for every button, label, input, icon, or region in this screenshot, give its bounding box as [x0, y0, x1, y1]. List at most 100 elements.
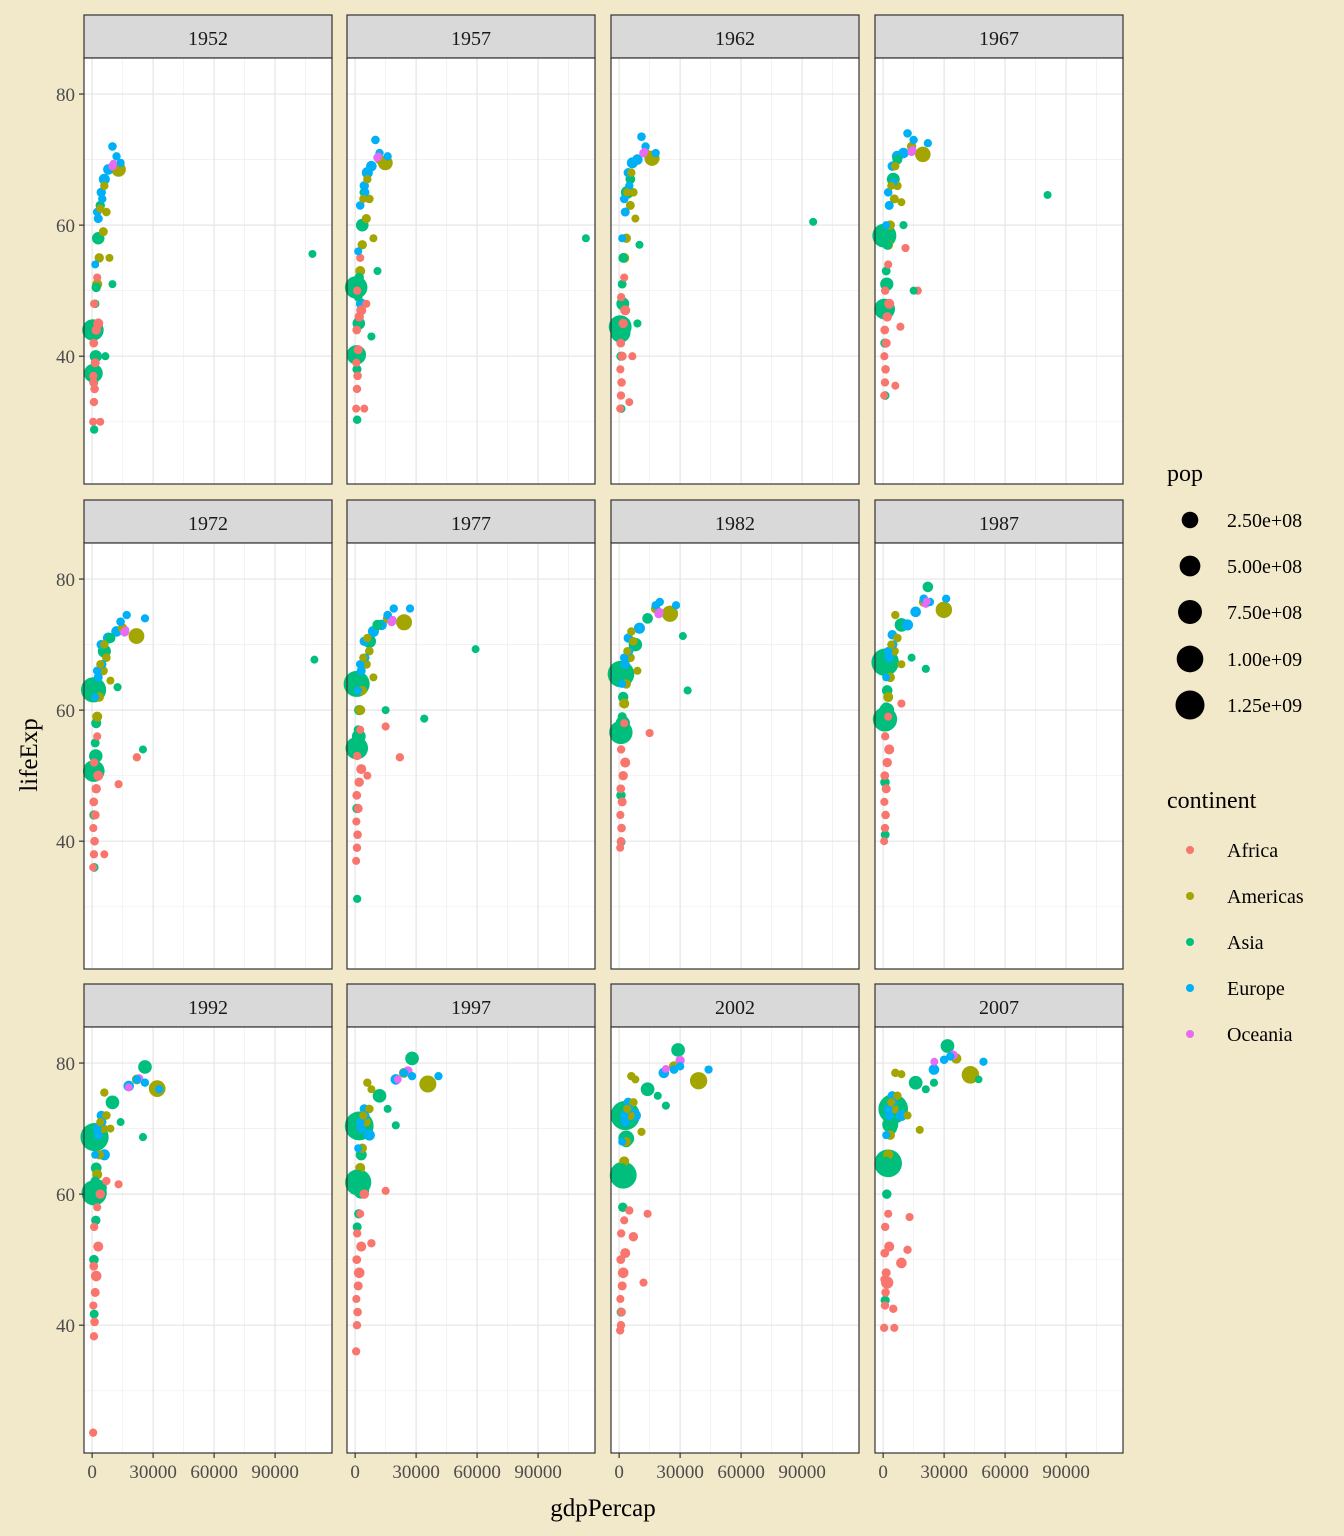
data-point-europe [399, 1068, 409, 1078]
data-point-asia [618, 253, 629, 263]
data-point-americas [105, 253, 114, 262]
x-tick-label: 60000 [981, 1462, 1029, 1483]
data-point-europe [901, 619, 914, 631]
data-point-oceania [640, 147, 649, 156]
data-point-africa [639, 1278, 648, 1287]
data-point-americas [883, 691, 894, 703]
data-point-europe [355, 659, 365, 669]
data-point-europe [122, 610, 131, 620]
data-point-americas [623, 647, 632, 656]
x-tick-label: 90000 [778, 1462, 826, 1483]
data-point-asia [310, 655, 319, 664]
data-point-asia [105, 632, 116, 644]
data-point-americas [627, 627, 636, 636]
data-point-asia [809, 217, 818, 226]
data-point-americas [98, 227, 108, 237]
data-point-europe [355, 1117, 365, 1127]
data-point-africa [89, 378, 98, 387]
facet-panel-1992: 1992 [80, 983, 333, 1454]
data-point-africa [628, 352, 637, 361]
data-point-africa [354, 777, 364, 787]
facet-panel-1962: 1962 [608, 14, 860, 485]
data-point-europe [620, 207, 630, 217]
data-point-africa [617, 823, 626, 833]
data-point-asia [108, 280, 117, 289]
data-point-asia [138, 1133, 148, 1142]
data-point-africa [889, 1304, 898, 1314]
facet-strip-label: 2002 [715, 997, 755, 1019]
data-point-africa [114, 780, 123, 789]
color-legend-key [1186, 984, 1194, 992]
data-point-americas [359, 194, 368, 203]
data-point-americas [889, 646, 899, 656]
facet-strip [346, 499, 596, 544]
data-point-africa [353, 371, 362, 381]
data-point-americas [887, 181, 896, 190]
y-tick-label: 60 [56, 701, 75, 722]
data-point-africa [625, 398, 634, 407]
data-point-asia [678, 632, 687, 641]
x-tick-label: 0 [350, 1462, 360, 1483]
data-point-asia [89, 425, 99, 434]
data-point-europe [671, 601, 681, 610]
facet-strip [874, 499, 1124, 544]
facet-strip-label: 1982 [715, 513, 755, 535]
data-point-africa [628, 1232, 639, 1242]
data-point-europe [93, 214, 103, 224]
data-point-africa [381, 722, 390, 731]
data-point-africa [880, 1275, 889, 1284]
color-legend-key [1186, 892, 1194, 900]
panel-border [346, 1026, 596, 1454]
data-point-asia [372, 619, 383, 631]
data-point-africa [616, 338, 626, 348]
data-point-europe [882, 673, 891, 682]
data-point-africa [884, 712, 893, 721]
data-point-europe [116, 617, 125, 626]
data-point-africa [616, 1229, 626, 1238]
data-point-europe [356, 1124, 366, 1134]
data-point-europe [96, 187, 106, 198]
data-point-americas [915, 146, 931, 163]
data-point-europe [704, 1065, 713, 1074]
size-legend-key [1179, 555, 1201, 577]
facet-strip [610, 499, 860, 544]
data-point-asia [882, 239, 893, 250]
data-point-africa [617, 1281, 627, 1291]
data-point-africa [880, 1323, 889, 1332]
data-point-americas [92, 711, 103, 722]
data-point-europe [140, 1078, 150, 1087]
data-point-oceania [908, 145, 917, 154]
data-point-africa [352, 286, 362, 295]
data-point-africa [363, 771, 372, 780]
data-point-americas [619, 698, 630, 709]
data-point-africa [89, 797, 99, 807]
data-point-europe [93, 672, 103, 682]
facet-strip-label: 1987 [979, 513, 1019, 535]
facet-panel-1957: 1957 [344, 14, 596, 485]
color-legend-item: Asia [1186, 932, 1264, 954]
data-point-europe [675, 1062, 685, 1071]
data-point-africa [616, 365, 625, 374]
data-point-africa [616, 810, 625, 820]
panel-border [610, 57, 860, 485]
data-point-americas [396, 614, 413, 631]
data-point-europe [883, 1104, 893, 1114]
data-point-asia [899, 221, 908, 230]
color-legend: Africa Americas Asia Europe Oceania [1186, 840, 1304, 1046]
data-point-africa [352, 404, 361, 413]
data-point-asia [391, 1121, 400, 1130]
data-point-europe [405, 604, 415, 613]
data-point-americas [887, 640, 896, 649]
data-point-africa [353, 1281, 363, 1291]
data-point-africa [881, 810, 890, 820]
data-point-europe [91, 1150, 100, 1159]
data-point-americas [96, 204, 105, 213]
data-point-africa [882, 757, 892, 768]
data-point-africa [880, 391, 889, 400]
data-point-europe [366, 160, 377, 172]
data-point-africa [880, 352, 889, 361]
data-point-africa [89, 1261, 99, 1271]
data-point-asia [642, 613, 653, 624]
data-point-americas [889, 194, 899, 204]
y-tick-label: 80 [56, 85, 75, 106]
